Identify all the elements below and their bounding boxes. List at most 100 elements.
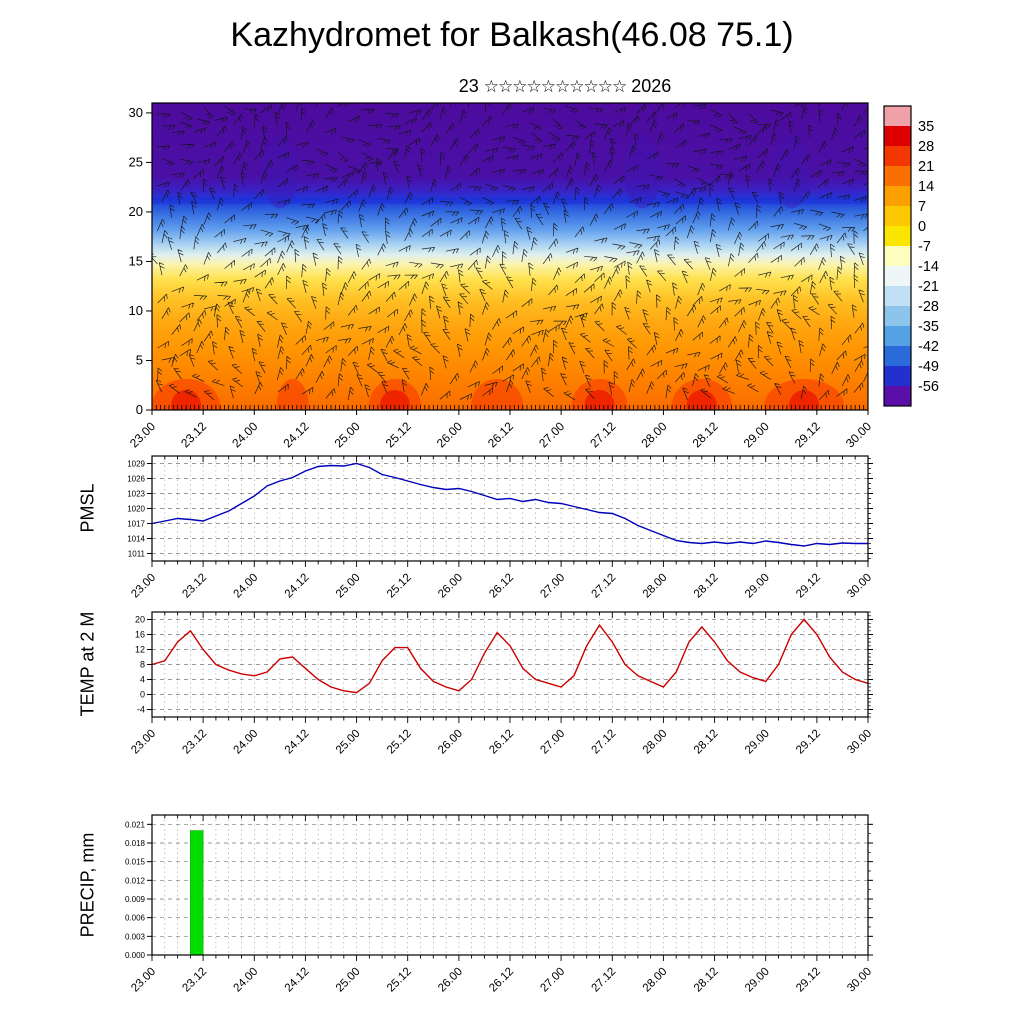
svg-text:0.009: 0.009 <box>125 895 146 904</box>
svg-text:27.00: 27.00 <box>538 572 567 601</box>
svg-text:25.00: 25.00 <box>334 572 363 601</box>
svg-text:30.00: 30.00 <box>845 572 874 601</box>
svg-text:0.015: 0.015 <box>125 858 146 867</box>
date-stars: ☆☆☆☆☆☆☆☆☆☆ <box>483 77 627 96</box>
svg-text:26.00: 26.00 <box>434 419 465 450</box>
svg-text:14: 14 <box>918 179 934 195</box>
svg-text:29.00: 29.00 <box>743 728 772 757</box>
precip-panel: 0.000 0.003 0.006 0.009 0.012 0.015 0.018 0.021… <box>125 814 874 995</box>
svg-text:23.00: 23.00 <box>129 572 158 601</box>
svg-text:15: 15 <box>129 253 143 268</box>
svg-text:30.00: 30.00 <box>843 419 874 450</box>
svg-text:1029: 1029 <box>127 460 145 469</box>
svg-text:24.12: 24.12 <box>283 572 312 601</box>
svg-text:-7: -7 <box>918 239 931 255</box>
svg-text:24.00: 24.00 <box>232 728 261 757</box>
svg-text:26.00: 26.00 <box>436 966 465 995</box>
svg-text:-35: -35 <box>918 319 939 335</box>
svg-text:29.12: 29.12 <box>794 728 823 757</box>
svg-text:-28: -28 <box>918 299 939 315</box>
svg-text:29.12: 29.12 <box>794 966 823 995</box>
svg-text:23.00: 23.00 <box>129 966 158 995</box>
date-subtitle: 23 ☆☆☆☆☆☆☆☆☆☆ 2026 <box>230 76 900 97</box>
svg-text:29.00: 29.00 <box>743 572 772 601</box>
svg-text:4: 4 <box>140 675 145 685</box>
svg-text:26.12: 26.12 <box>487 966 516 995</box>
svg-text:25.12: 25.12 <box>385 728 414 757</box>
svg-text:-4: -4 <box>137 705 145 715</box>
svg-text:-14: -14 <box>918 259 939 275</box>
svg-text:20: 20 <box>129 204 143 219</box>
svg-text:23.12: 23.12 <box>180 728 209 757</box>
svg-text:28.00: 28.00 <box>641 966 670 995</box>
svg-text:-49: -49 <box>918 359 939 375</box>
svg-text:0.003: 0.003 <box>125 932 146 941</box>
svg-text:28.12: 28.12 <box>690 419 721 450</box>
svg-text:24.00: 24.00 <box>232 572 261 601</box>
svg-text:12: 12 <box>135 645 145 655</box>
svg-text:1011: 1011 <box>128 550 146 559</box>
svg-text:1017: 1017 <box>127 520 145 529</box>
svg-text:27.00: 27.00 <box>538 966 567 995</box>
svg-text:28.12: 28.12 <box>692 728 721 757</box>
svg-text:30.00: 30.00 <box>845 728 874 757</box>
svg-text:25.00: 25.00 <box>334 728 363 757</box>
svg-text:27.00: 27.00 <box>538 728 567 757</box>
svg-text:28: 28 <box>918 139 934 155</box>
svg-text:27.12: 27.12 <box>590 572 619 601</box>
svg-text:1020: 1020 <box>127 505 145 514</box>
svg-text:25.00: 25.00 <box>334 966 363 995</box>
svg-text:23.12: 23.12 <box>180 572 209 601</box>
svg-text:29.00: 29.00 <box>741 419 772 450</box>
svg-text:8: 8 <box>140 660 145 670</box>
pmsl-panel: 1011 1014 1017 1020 1023 1026 1029 23.00 23.12 24… <box>127 455 874 601</box>
svg-text:27.12: 27.12 <box>590 728 619 757</box>
date-year: 2026 <box>631 76 672 96</box>
svg-text:25.12: 25.12 <box>385 966 414 995</box>
svg-text:24.00: 24.00 <box>229 419 260 450</box>
svg-text:20: 20 <box>135 615 145 625</box>
svg-text:26.00: 26.00 <box>436 572 465 601</box>
svg-text:25.00: 25.00 <box>332 419 363 450</box>
svg-text:29.00: 29.00 <box>743 966 772 995</box>
svg-text:-42: -42 <box>918 339 939 355</box>
svg-text:30.00: 30.00 <box>845 966 874 995</box>
svg-text:21: 21 <box>918 159 934 175</box>
svg-text:23.00: 23.00 <box>127 419 158 450</box>
svg-text:-21: -21 <box>918 279 939 295</box>
svg-text:28.12: 28.12 <box>692 966 721 995</box>
svg-text:16: 16 <box>135 630 145 640</box>
svg-text:5: 5 <box>136 352 143 367</box>
svg-text:10: 10 <box>129 303 143 318</box>
svg-text:27.12: 27.12 <box>587 419 618 450</box>
temp-panel: -4 0 4 8 12 16 20 23.00 23.12 24.00 24.12 25.00 25.1… <box>129 611 874 757</box>
svg-text:25.12: 25.12 <box>385 572 414 601</box>
svg-text:28.00: 28.00 <box>638 419 669 450</box>
svg-text:24.00: 24.00 <box>232 966 261 995</box>
svg-text:26.00: 26.00 <box>436 728 465 757</box>
svg-text:1014: 1014 <box>127 535 145 544</box>
svg-text:27.12: 27.12 <box>590 966 619 995</box>
svg-text:7: 7 <box>918 199 926 215</box>
date-day: 23 <box>458 76 479 96</box>
svg-text:0.018: 0.018 <box>125 839 146 848</box>
svg-text:0.012: 0.012 <box>125 876 146 885</box>
svg-text:0.021: 0.021 <box>125 820 146 829</box>
svg-text:25: 25 <box>129 154 143 169</box>
svg-text:0: 0 <box>918 219 926 235</box>
svg-text:23.00: 23.00 <box>129 728 158 757</box>
svg-text:30: 30 <box>129 105 143 120</box>
svg-text:23.12: 23.12 <box>180 966 209 995</box>
svg-text:24.12: 24.12 <box>283 728 312 757</box>
svg-text:29.12: 29.12 <box>794 572 823 601</box>
svg-text:-56: -56 <box>918 379 939 395</box>
svg-text:27.00: 27.00 <box>536 419 567 450</box>
cross-section-panel: 0 5 10 15 20 25 30 23.00 23.12 24.00 24.12 25.00 25.… <box>127 102 874 450</box>
svg-text:25.12: 25.12 <box>383 419 414 450</box>
svg-text:26.12: 26.12 <box>485 419 516 450</box>
svg-text:28.00: 28.00 <box>641 728 670 757</box>
svg-text:24.12: 24.12 <box>280 419 311 450</box>
svg-text:0: 0 <box>136 402 143 417</box>
